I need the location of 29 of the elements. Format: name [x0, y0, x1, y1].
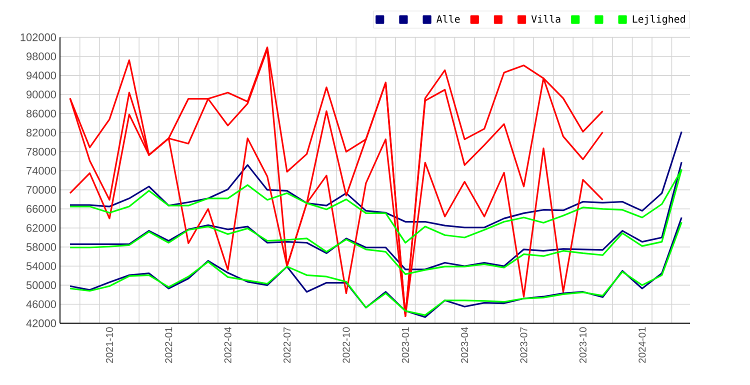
y-tick-label: 42000 — [26, 319, 56, 328]
y-tick-label: 94000 — [26, 72, 56, 80]
y-tick-label: 58000 — [26, 243, 56, 251]
x-tick-label: 2022-04 — [224, 327, 232, 363]
legend-label: Alle — [436, 14, 460, 23]
x-tick-label: 2022-10 — [342, 327, 350, 363]
y-tick-label: 82000 — [26, 128, 56, 137]
y-tick-label: 102000 — [20, 33, 56, 42]
x-tick-label: 2023-04 — [461, 327, 468, 363]
y-tick-label: 90000 — [26, 90, 56, 98]
y-tick-label: 46000 — [26, 300, 56, 308]
x-tick-label: 2022-07 — [284, 327, 291, 363]
x-tick-label: 2023-01 — [402, 327, 409, 363]
x-tick-label: 2023-10 — [579, 327, 586, 363]
y-tick-label: 70000 — [26, 186, 56, 194]
y-tick-label: 50000 — [26, 281, 56, 290]
y-tick-label: 78000 — [26, 148, 56, 156]
y-tick-label: 54000 — [26, 262, 56, 270]
x-tick-label: 2022-01 — [165, 327, 172, 363]
y-tick-label: 74000 — [26, 166, 56, 175]
y-tick-label: 62000 — [26, 224, 56, 232]
y-tick-label: 86000 — [26, 110, 56, 118]
legend-label: Villa — [531, 14, 560, 23]
x-tick-label: 2023-07 — [520, 327, 528, 363]
y-tick-label: 98000 — [26, 52, 56, 60]
y-tick-label: 66000 — [26, 205, 56, 213]
legend-label: Lejlighed — [632, 14, 685, 25]
x-tick-label: 2021-10 — [106, 327, 114, 363]
x-tick-label: 2024-01 — [638, 327, 646, 363]
